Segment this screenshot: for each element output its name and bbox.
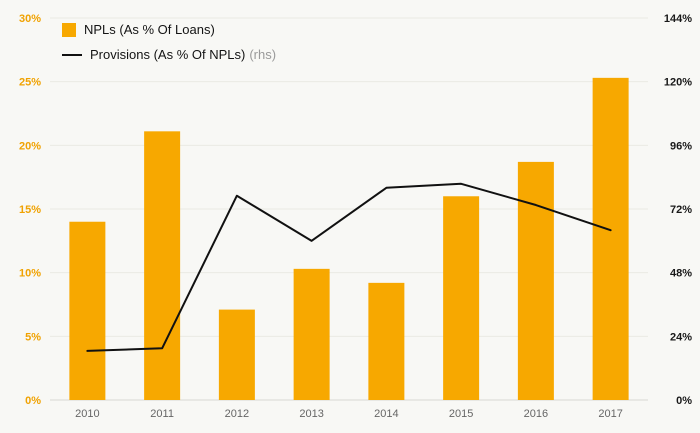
left-axis-tick: 25% xyxy=(19,77,41,89)
right-axis-tick: 72% xyxy=(670,204,692,216)
x-axis-tick: 2016 xyxy=(524,408,548,420)
right-axis-tick: 96% xyxy=(670,140,692,152)
bar-2013 xyxy=(293,268,330,400)
bar-2014 xyxy=(368,282,405,400)
right-axis-tick: 120% xyxy=(664,77,692,89)
left-axis-tick: 5% xyxy=(25,331,41,343)
provisions-line xyxy=(86,182,612,352)
left-axis-tick: 15% xyxy=(19,204,41,216)
bar-2012 xyxy=(218,309,255,400)
legend-item-npls: NPLs (As % Of Loans) xyxy=(62,22,276,37)
left-axis-tick: 30% xyxy=(19,13,41,25)
x-axis-tick: 2017 xyxy=(598,408,622,420)
bar-swatch-icon xyxy=(62,22,76,37)
bar-2011 xyxy=(144,131,181,400)
legend-item-provisions: Provisions (As % Of NPLs) (rhs) xyxy=(62,47,276,62)
x-axis-tick: 2014 xyxy=(374,408,398,420)
x-axis-tick: 2011 xyxy=(150,408,174,420)
right-axis-tick: 48% xyxy=(670,268,692,280)
bar-2017 xyxy=(592,77,629,400)
x-axis-tick: 2015 xyxy=(449,408,473,420)
left-axis-tick: 0% xyxy=(25,395,41,407)
bar-2010 xyxy=(69,221,106,400)
x-axis-tick: 2012 xyxy=(225,408,249,420)
x-axis-tick: 2013 xyxy=(299,408,323,420)
left-axis-tick: 10% xyxy=(19,268,41,280)
left-axis-tick: 20% xyxy=(19,140,41,152)
legend-label-provisions: Provisions (As % Of NPLs) xyxy=(90,47,246,62)
bar-2016 xyxy=(517,161,554,400)
right-axis-tick: 0% xyxy=(676,395,692,407)
chart-legend: NPLs (As % Of Loans) Provisions (As % Of… xyxy=(62,22,276,62)
x-axis-tick: 2010 xyxy=(75,408,99,420)
right-axis-tick: 144% xyxy=(664,13,692,25)
right-axis-tick: 24% xyxy=(670,331,692,343)
legend-rhs-note: (rhs) xyxy=(249,47,277,62)
bar-2015 xyxy=(443,196,480,400)
line-swatch-icon xyxy=(62,53,82,56)
legend-label-npls: NPLs (As % Of Loans) xyxy=(84,22,215,37)
